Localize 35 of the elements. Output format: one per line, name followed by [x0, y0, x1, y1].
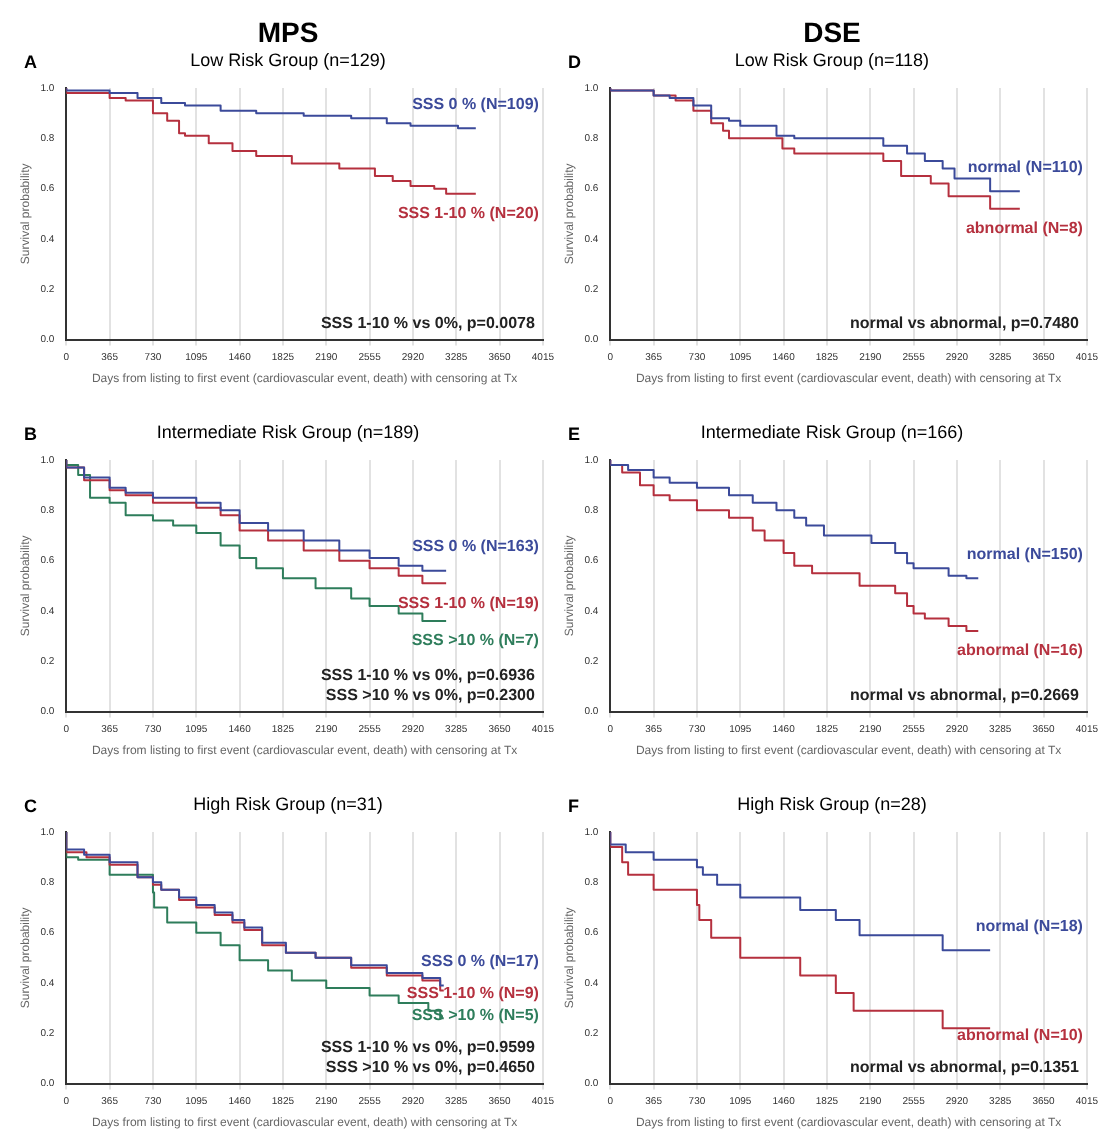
chart-subtitle: Low Risk Group (n=118): [734, 50, 930, 70]
series-label: SSS 0 % (N=17): [421, 951, 540, 970]
chart-subtitle: High Risk Group (n=31): [193, 794, 383, 814]
chart-subtitle: High Risk Group (n=28): [737, 794, 927, 814]
series-label: SSS 1-10 % (N=19): [397, 593, 540, 612]
series-label: normal (N=18): [975, 916, 1084, 935]
series-label: abnormal (N=10): [957, 1026, 1084, 1045]
annotation: SSS 1-10 % vs 0%, p=0.9599: [320, 1038, 536, 1057]
chart-title: MPS: [255, 16, 321, 48]
text: C: [24, 796, 37, 816]
series-label: SSS 0 % (N=109): [412, 94, 540, 113]
annotation: normal vs abnormal, p=0.7480: [849, 314, 1080, 333]
chart-subtitle: Intermediate Risk Group (n=166): [700, 422, 964, 442]
series-label: abnormal (N=8): [965, 219, 1084, 238]
text: F: [568, 796, 579, 816]
series-label: SSS 1-10 % (N=9): [406, 984, 540, 1003]
annotation: SSS 1-10 % vs 0%, p=0.6936: [320, 666, 536, 685]
series-label: SSS 0 % (N=163): [412, 537, 540, 556]
text: E: [568, 424, 581, 444]
annotation: SSS >10 % vs 0%, p=0.4650: [325, 1058, 536, 1077]
annotation: SSS 1-10 % vs 0%, p=0.0078: [320, 314, 536, 333]
annotation: SSS >10 % vs 0%, p=0.2300: [325, 686, 536, 705]
chart-title: DSE: [801, 16, 863, 48]
text: B: [24, 424, 37, 444]
annotation: normal vs abnormal, p=0.1351: [849, 1058, 1080, 1077]
text: A: [24, 52, 37, 72]
series-label: SSS >10 % (N=7): [411, 631, 540, 650]
text: D: [568, 52, 581, 72]
series-label: SSS 1-10 % (N=20): [397, 204, 540, 223]
chart-subtitle: Intermediate Risk Group (n=189): [156, 422, 420, 442]
series-label: abnormal (N=16): [957, 641, 1084, 660]
series-label: normal (N=150): [966, 544, 1084, 563]
series-label: normal (N=110): [967, 157, 1084, 176]
annotation: normal vs abnormal, p=0.2669: [849, 686, 1080, 705]
chart-subtitle: Low Risk Group (n=129): [190, 50, 386, 70]
